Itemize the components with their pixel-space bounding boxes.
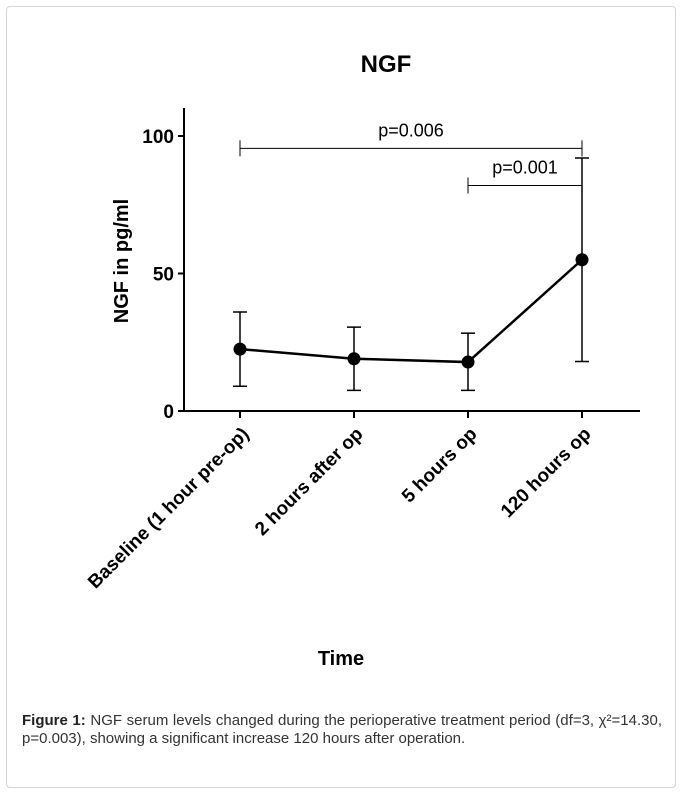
data-point (233, 342, 247, 356)
chart-title: NGF (361, 51, 412, 78)
x-tick-label: 5 hours op (398, 424, 482, 508)
axes: 0 50 100 Baseline (1 hour pre-op)2 hours af… (84, 108, 640, 593)
caption-text: NGF serum levels changed during the peri… (22, 712, 663, 747)
y-axis-label: NGF in pg/ml (111, 199, 133, 323)
x-tick-label: Baseline (1 hour pre-op) (84, 424, 253, 593)
data-series (233, 157, 589, 392)
data-point (575, 253, 589, 267)
y-tick-label: 0 (163, 402, 174, 423)
x-tick-label: 120 hours op (497, 424, 595, 522)
x-axis-label: Time (318, 648, 364, 670)
y-tick-label: 50 (153, 265, 174, 286)
series-line (239, 258, 583, 364)
ngf-line-chart: NGF NGF in pg/ml Time 0 50 100 Baseline (1 … (84, 51, 640, 670)
significance-brackets: p=0.006 p=0.001 (239, 120, 583, 194)
x-tick-label: 2 hours after op (251, 424, 367, 540)
data-point (347, 352, 361, 366)
y-tick-label: 100 (142, 127, 174, 148)
figure-caption: Figure 1: NGF serum levels changed durin… (22, 712, 662, 748)
data-point (461, 355, 475, 369)
p-value-label: p=0.006 (378, 120, 444, 140)
caption-label: Figure 1: (22, 712, 86, 729)
figure-frame (6, 6, 676, 788)
p-value-label: p=0.001 (492, 158, 558, 178)
